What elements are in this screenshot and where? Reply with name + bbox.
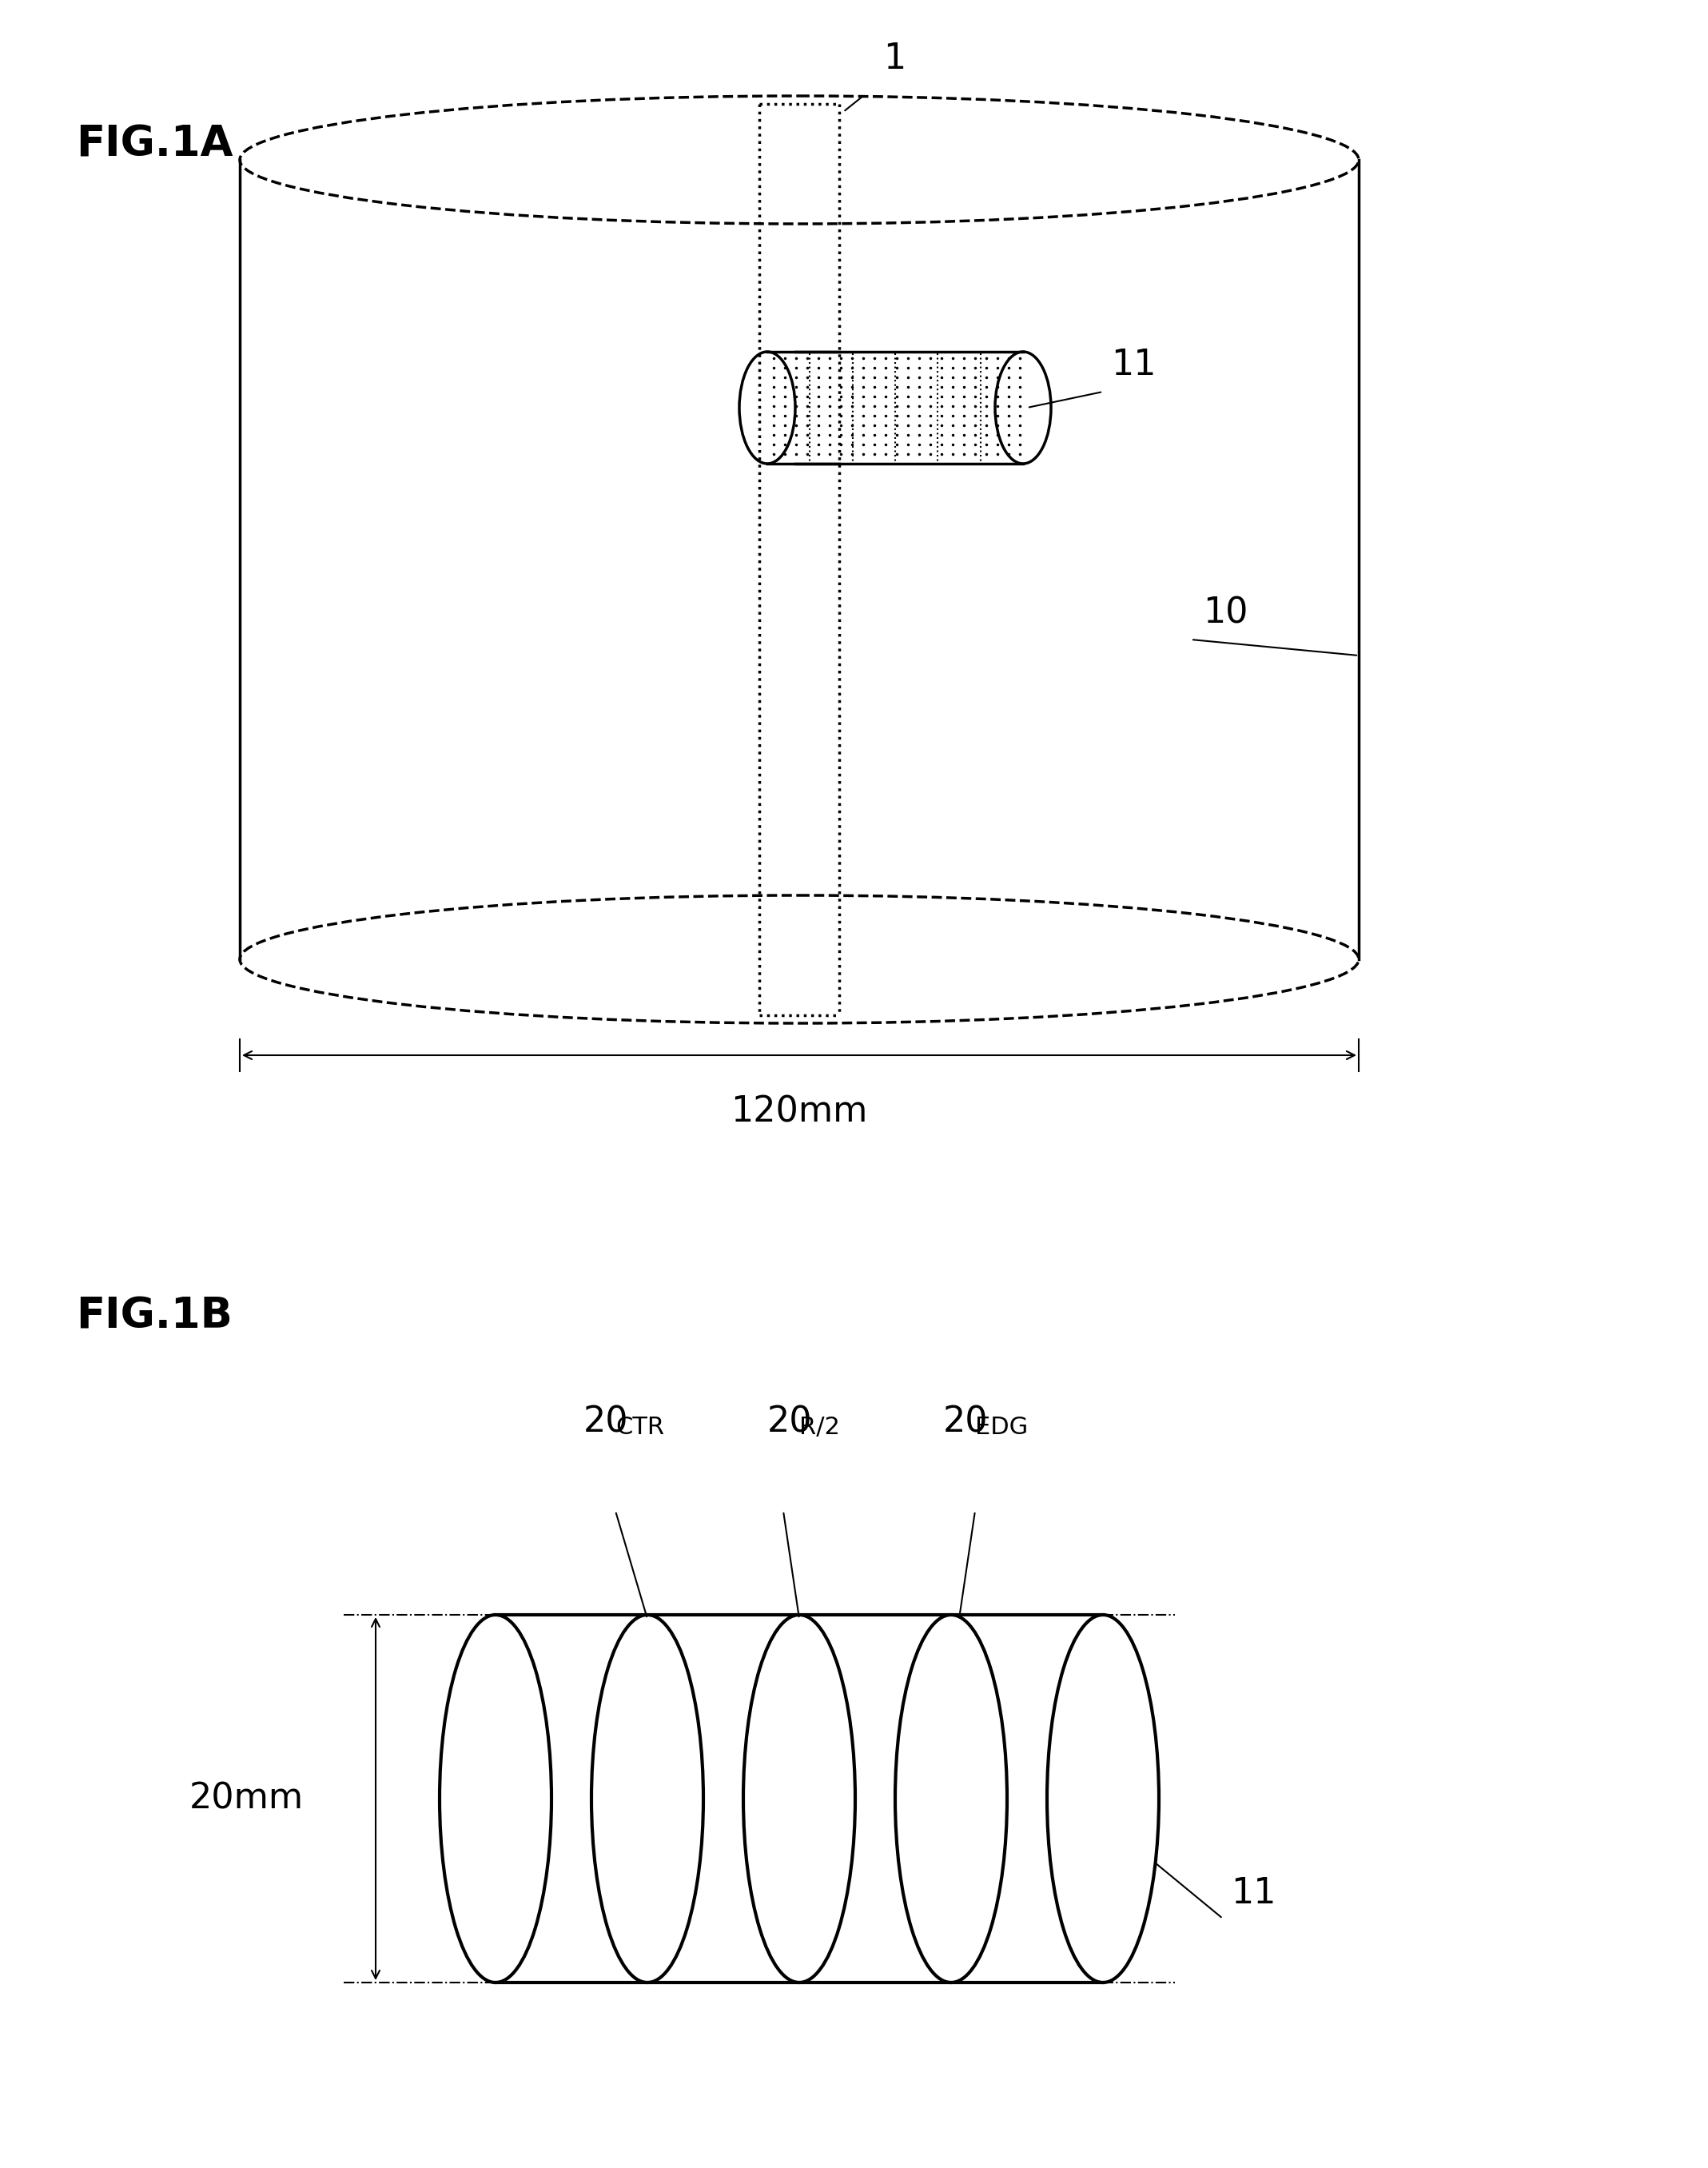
Text: 20: 20 xyxy=(584,1405,629,1440)
Text: 20mm: 20mm xyxy=(190,1782,304,1817)
Text: 20: 20 xyxy=(943,1405,989,1440)
Text: FIG.1A: FIG.1A xyxy=(75,124,232,165)
Text: 120mm: 120mm xyxy=(731,1095,868,1130)
Text: CTR: CTR xyxy=(615,1416,664,1440)
Text: 11: 11 xyxy=(1110,347,1156,382)
Text: 1: 1 xyxy=(883,41,905,76)
Text: 11: 11 xyxy=(1231,1875,1276,1910)
Text: R/2: R/2 xyxy=(799,1416,840,1440)
Text: 10: 10 xyxy=(1202,596,1249,631)
Text: EDG: EDG xyxy=(975,1416,1028,1440)
Text: 20: 20 xyxy=(767,1405,813,1440)
Text: FIG.1B: FIG.1B xyxy=(75,1294,232,1338)
